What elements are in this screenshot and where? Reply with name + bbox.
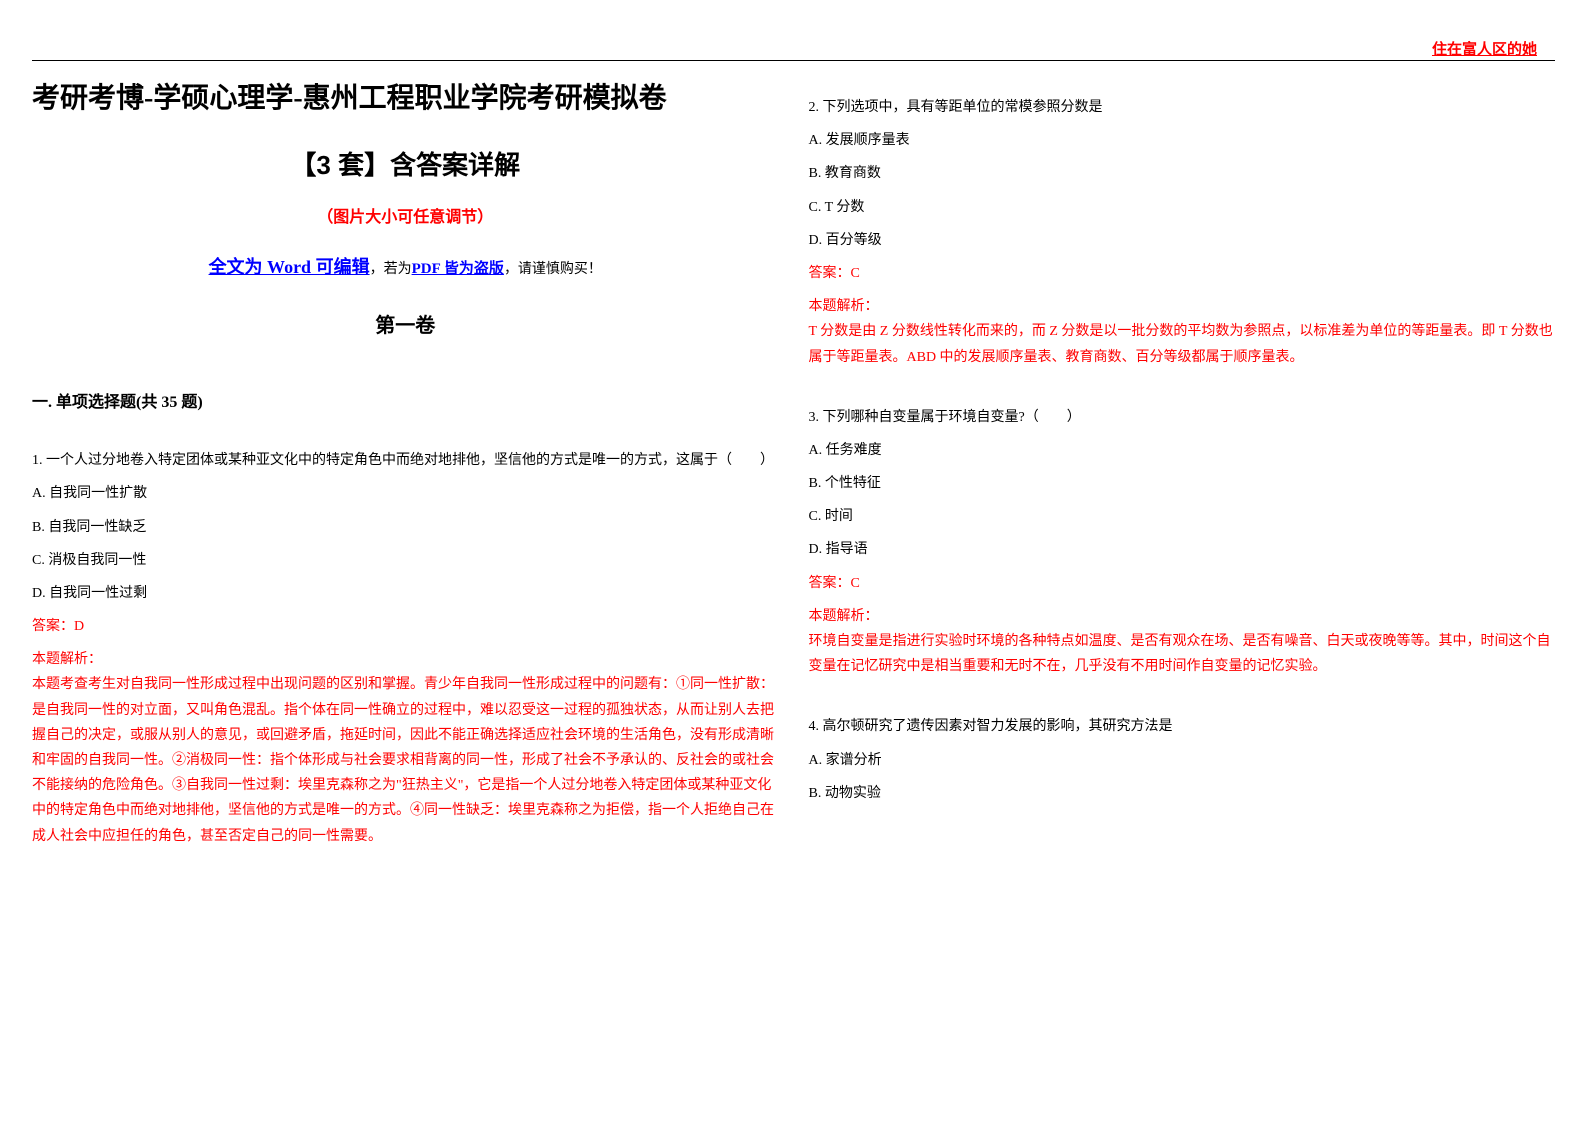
header-watermark: 住在富人区的她 <box>1432 38 1537 59</box>
q2-option-a: A. 发展顺序量表 <box>809 128 1556 153</box>
q1-answer: 答案：D <box>32 614 779 639</box>
q1-analysis-label: 本题解析： <box>32 647 779 672</box>
sub-title: 【3 套】含答案详解 <box>32 142 779 189</box>
section-title: 一. 单项选择题(共 35 题) <box>32 389 779 418</box>
right-column: 2. 下列选项中，具有等距单位的常模参照分数是 A. 发展顺序量表 B. 教育商… <box>809 70 1556 884</box>
pdf-pirated-text: PDF 皆为盗版 <box>412 261 504 277</box>
volume-title: 第一卷 <box>32 308 779 344</box>
q3-analysis-text: 环境自变量是指进行实验时环境的各种特点如温度、是否有观众在场、是否有噪音、白天或… <box>809 629 1556 679</box>
question-3: 3. 下列哪种自变量属于环境自变量?（ ） A. 任务难度 B. 个性特征 C.… <box>809 405 1556 680</box>
q1-option-a: A. 自我同一性扩散 <box>32 481 779 506</box>
q1-analysis-text: 本题考查考生对自我同一性形成过程中出现问题的区别和掌握。青少年自我同一性形成过程… <box>32 672 779 848</box>
q3-option-d: D. 指导语 <box>809 537 1556 562</box>
main-content: 考研考博-学硕心理学-惠州工程职业学院考研模拟卷 【3 套】含答案详解 （图片大… <box>32 70 1555 884</box>
q3-analysis-label: 本题解析： <box>809 604 1556 629</box>
q1-option-d: D. 自我同一性过剩 <box>32 581 779 606</box>
q2-option-d: D. 百分等级 <box>809 228 1556 253</box>
word-line-sep1: ，若为 <box>370 262 412 277</box>
image-size-note: （图片大小可任意调节） <box>32 204 779 233</box>
q3-option-c: C. 时间 <box>809 504 1556 529</box>
q3-option-b: B. 个性特征 <box>809 471 1556 496</box>
q2-analysis-text: T 分数是由 Z 分数线性转化而来的，而 Z 分数是以一批分数的平均数为参照点，… <box>809 319 1556 369</box>
q2-option-c: C. T 分数 <box>809 195 1556 220</box>
left-column: 考研考博-学硕心理学-惠州工程职业学院考研模拟卷 【3 套】含答案详解 （图片大… <box>32 70 779 884</box>
question-2: 2. 下列选项中，具有等距单位的常模参照分数是 A. 发展顺序量表 B. 教育商… <box>809 95 1556 370</box>
q2-text: 2. 下列选项中，具有等距单位的常模参照分数是 <box>809 95 1556 120</box>
q3-option-a: A. 任务难度 <box>809 438 1556 463</box>
q2-answer: 答案：C <box>809 261 1556 286</box>
header-divider <box>32 60 1555 61</box>
word-edit-notice: 全文为 Word 可编辑，若为PDF 皆为盗版，请谨慎购买！ <box>32 251 779 283</box>
q3-answer: 答案：C <box>809 571 1556 596</box>
question-1: 1. 一个人过分地卷入特定团体或某种亚文化中的特定角色中而绝对地排他，坚信他的方… <box>32 448 779 849</box>
q4-text: 4. 高尔顿研究了遗传因素对智力发展的影响，其研究方法是 <box>809 714 1556 739</box>
q4-option-b: B. 动物实验 <box>809 781 1556 806</box>
q1-option-b: B. 自我同一性缺乏 <box>32 515 779 540</box>
q1-text: 1. 一个人过分地卷入特定团体或某种亚文化中的特定角色中而绝对地排他，坚信他的方… <box>32 448 779 473</box>
q2-option-b: B. 教育商数 <box>809 161 1556 186</box>
q1-option-c: C. 消极自我同一性 <box>32 548 779 573</box>
word-editable-text: 全文为 Word 可编辑 <box>209 257 370 277</box>
main-title: 考研考博-学硕心理学-惠州工程职业学院考研模拟卷 <box>32 74 779 124</box>
q2-analysis-label: 本题解析： <box>809 294 1556 319</box>
q4-option-a: A. 家谱分析 <box>809 748 1556 773</box>
question-4: 4. 高尔顿研究了遗传因素对智力发展的影响，其研究方法是 A. 家谱分析 B. … <box>809 714 1556 806</box>
word-line-sep2: ，请谨慎购买！ <box>504 262 602 277</box>
q3-text: 3. 下列哪种自变量属于环境自变量?（ ） <box>809 405 1556 430</box>
